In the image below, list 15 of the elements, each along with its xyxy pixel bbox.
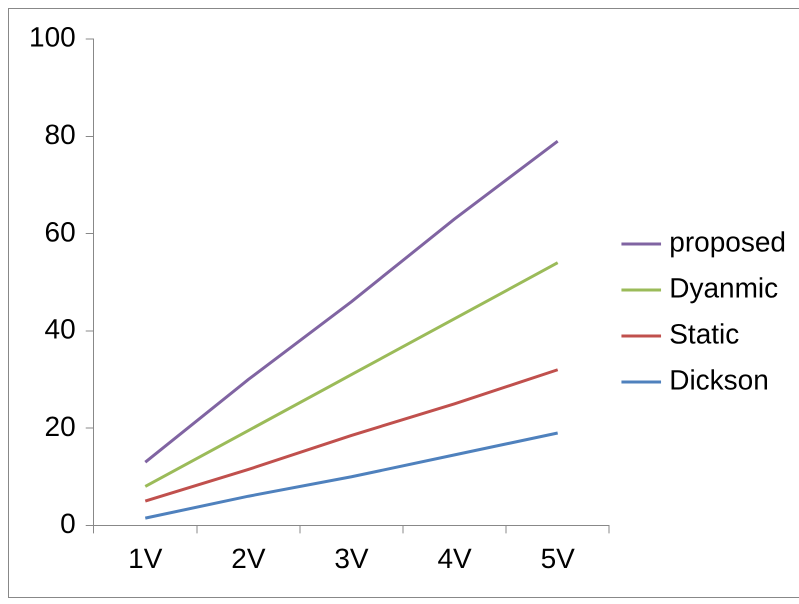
x-tick-label: 4V bbox=[437, 542, 472, 574]
x-tick-label: 1V bbox=[128, 542, 163, 574]
legend-label: Dickson bbox=[669, 364, 769, 396]
y-tick-label: 20 bbox=[44, 410, 76, 442]
x-tick-label: 2V bbox=[231, 542, 266, 574]
y-tick-label: 60 bbox=[44, 216, 76, 248]
legend-label: Dyanmic bbox=[669, 272, 778, 304]
x-tick-label: 5V bbox=[540, 542, 576, 574]
y-tick-label: 40 bbox=[44, 314, 76, 345]
y-tick-label: 100 bbox=[29, 22, 76, 53]
y-tick-label: 80 bbox=[44, 119, 76, 150]
legend-label: proposed bbox=[669, 226, 786, 258]
legend-label: Static bbox=[669, 318, 740, 350]
x-tick-label: 3V bbox=[334, 542, 369, 574]
y-tick-label: 0 bbox=[60, 508, 76, 540]
